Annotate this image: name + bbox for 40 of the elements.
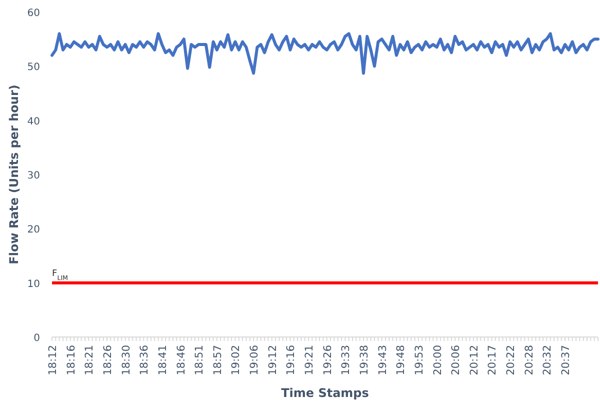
x-tick-label: 18:36 [138, 344, 151, 376]
x-tick-label: 20:06 [450, 344, 462, 376]
x-tick-label: 19:43 [376, 345, 389, 376]
x-tick-label: 19:53 [413, 345, 426, 376]
x-tick-label: 19:16 [285, 344, 298, 376]
ref-line-label: F$_{LIM}$ [52, 268, 68, 282]
x-tick-label: 20:17 [486, 345, 499, 376]
x-tick-label: 20:00 [432, 345, 444, 376]
x-tick-label: 20:32 [542, 345, 554, 376]
x-tick-label: 20:12 [468, 345, 480, 376]
x-tick-label: 20:22 [505, 345, 518, 376]
x-tick-label: 19:21 [304, 345, 316, 376]
y-tick-label: 20 [27, 224, 40, 236]
x-tick-label: 20:37 [560, 345, 572, 376]
y-tick-label: 0 [34, 333, 40, 344]
x-tick-label: 19:33 [340, 345, 352, 376]
x-tick-label: 19:12 [266, 345, 279, 376]
x-tick-label: 19:06 [248, 344, 261, 376]
x-axis-title: Time Stamps [281, 386, 369, 400]
x-tick-label: 18:16 [65, 344, 78, 376]
y-tick-label: 10 [27, 278, 40, 290]
x-tick-label: 18:21 [84, 345, 96, 376]
x-tick-label: 18:46 [175, 344, 188, 376]
x-tick-label: 19:48 [395, 345, 408, 376]
x-tick-label: 19:26 [322, 344, 334, 376]
x-tick-label: 18:26 [102, 344, 114, 376]
line-series [50, 32, 600, 75]
y-tick-label: 40 [27, 116, 40, 128]
x-tick-label: 18:51 [194, 345, 206, 376]
x-tick-label: 18:30 [120, 345, 132, 376]
x-tick-label: 18:12 [47, 345, 59, 376]
x-tick-label: 20:28 [523, 345, 536, 376]
x-tick-label: 19:02 [230, 345, 242, 376]
y-tick-label: 50 [27, 62, 40, 74]
y-tick-label: 30 [27, 170, 40, 182]
x-tick-label: 19:38 [358, 345, 370, 376]
x-tick-label: 18:41 [156, 345, 169, 376]
y-axis-title: Flow Rate (Units per hour) [7, 84, 21, 264]
x-tick-label: 18:57 [212, 345, 224, 376]
y-tick-label: 60 [27, 8, 40, 19]
